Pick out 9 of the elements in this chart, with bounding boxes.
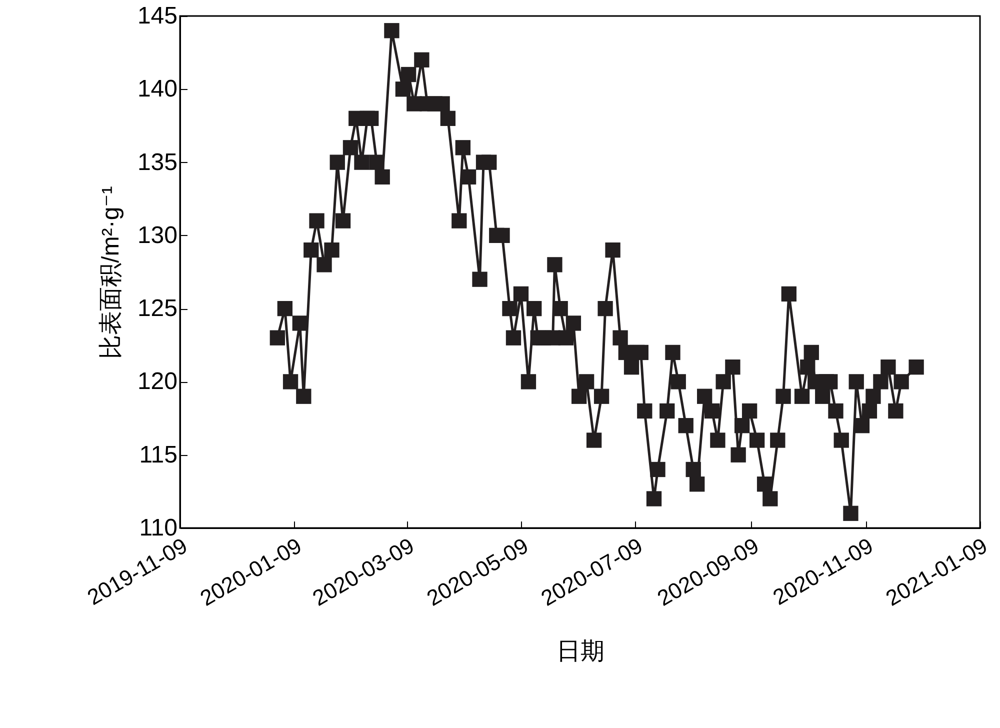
y-tick-label: 140 — [137, 76, 178, 103]
y-axis-title: 比表面积/m²·g⁻¹ — [97, 186, 124, 359]
y-tick-label: 130 — [137, 222, 178, 249]
y-tick-label: 120 — [137, 368, 178, 396]
y-tick-label: 115 — [139, 441, 178, 468]
y-tick-label: 145 — [137, 2, 178, 30]
y-tick-label: 135 — [137, 148, 178, 176]
y-tick-label: 125 — [137, 295, 178, 322]
x-axis-title: 日期 — [556, 638, 604, 665]
